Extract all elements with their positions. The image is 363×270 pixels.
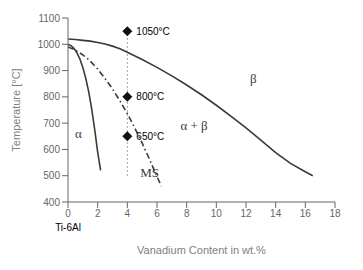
svg-text:β: β [250, 71, 257, 86]
svg-text:12: 12 [240, 208, 252, 219]
svg-text:800°C: 800°C [136, 91, 164, 102]
svg-text:16: 16 [300, 208, 312, 219]
svg-text:MS: MS [140, 165, 159, 180]
svg-text:1050°C: 1050°C [136, 26, 169, 37]
svg-text:500: 500 [43, 170, 60, 181]
svg-text:0: 0 [65, 208, 71, 219]
svg-text:700: 700 [43, 118, 60, 129]
svg-text:Ti-6Al: Ti-6Al [55, 222, 81, 233]
svg-text:1100: 1100 [38, 13, 60, 24]
svg-text:8: 8 [184, 208, 190, 219]
svg-text:600: 600 [43, 144, 60, 155]
svg-text:14: 14 [270, 208, 282, 219]
svg-text:2: 2 [95, 208, 101, 219]
svg-text:10: 10 [211, 208, 223, 219]
svg-text:800: 800 [43, 91, 60, 102]
svg-text:α: α [75, 126, 82, 141]
svg-text:1000: 1000 [38, 39, 61, 50]
svg-text:900: 900 [43, 65, 60, 76]
svg-text:4: 4 [125, 208, 131, 219]
svg-text:400: 400 [43, 197, 60, 208]
svg-text:Temperature [°C]: Temperature [°C] [10, 68, 22, 151]
svg-text:18: 18 [329, 208, 341, 219]
svg-text:650°C: 650°C [136, 131, 164, 142]
svg-text:Vanadium Content in wt.%: Vanadium Content in wt.% [137, 244, 266, 256]
svg-text:α + β: α + β [180, 118, 208, 133]
svg-text:6: 6 [154, 208, 160, 219]
